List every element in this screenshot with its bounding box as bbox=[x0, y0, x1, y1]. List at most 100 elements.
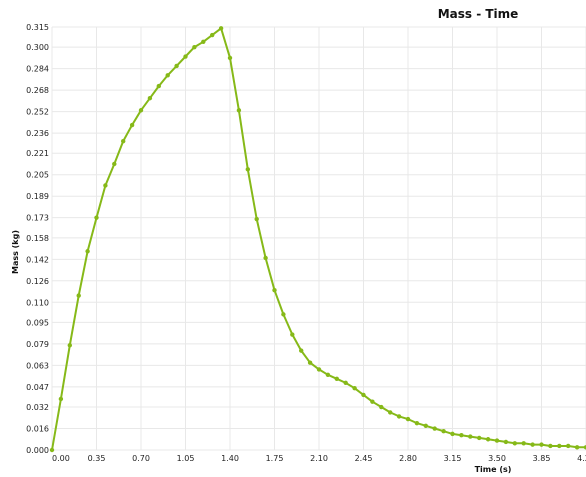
data-point bbox=[263, 255, 268, 261]
data-point bbox=[432, 426, 437, 431]
data-point bbox=[147, 95, 153, 101]
data-point bbox=[548, 443, 553, 449]
y-tick-label: 0.221 bbox=[26, 149, 49, 158]
data-point bbox=[183, 54, 188, 59]
data-point bbox=[236, 108, 242, 113]
y-tick-label: 0.079 bbox=[26, 340, 49, 349]
x-axis-title: Time (s) bbox=[475, 465, 512, 474]
x-tick-label: 3.85 bbox=[533, 454, 551, 463]
data-point bbox=[218, 26, 224, 31]
data-point bbox=[477, 435, 482, 441]
y-tick-label: 0.047 bbox=[26, 383, 49, 392]
data-point bbox=[361, 392, 366, 398]
data-point bbox=[103, 183, 108, 188]
data-point bbox=[156, 83, 161, 89]
data-point bbox=[76, 293, 81, 298]
y-tick-label: 0.016 bbox=[26, 425, 49, 434]
data-point bbox=[512, 441, 517, 446]
data-point bbox=[299, 348, 304, 353]
data-point bbox=[58, 396, 64, 402]
x-tick-label: 2.10 bbox=[310, 454, 328, 463]
data-point bbox=[441, 429, 446, 434]
series-mass bbox=[49, 26, 586, 453]
y-tick-label: 0.205 bbox=[26, 171, 49, 180]
y-tick-label: 0.252 bbox=[26, 108, 49, 117]
data-point bbox=[112, 161, 117, 167]
x-tick-label: 2.45 bbox=[355, 454, 373, 463]
data-point bbox=[316, 367, 322, 372]
y-tick-label: 0.063 bbox=[26, 361, 49, 370]
grid bbox=[51, 26, 586, 451]
y-tick-label: 0.315 bbox=[26, 23, 49, 32]
x-tick-label: 2.80 bbox=[399, 454, 417, 463]
x-tick-label: 1.05 bbox=[177, 454, 195, 463]
data-point bbox=[254, 216, 259, 222]
data-point bbox=[121, 138, 126, 144]
data-point bbox=[334, 376, 339, 382]
y-tick-label: 0.268 bbox=[26, 86, 49, 95]
y-tick-label: 0.236 bbox=[26, 129, 49, 138]
y-tick-label: 0.300 bbox=[26, 43, 49, 52]
y-tick-label: 0.000 bbox=[26, 446, 49, 455]
data-point bbox=[414, 420, 420, 426]
data-point bbox=[174, 63, 179, 69]
x-tick-label: 0.35 bbox=[88, 454, 106, 463]
x-tick-label: 1.75 bbox=[266, 454, 284, 463]
data-point bbox=[192, 44, 197, 50]
y-tick-label: 0.189 bbox=[26, 192, 49, 201]
data-point bbox=[557, 443, 562, 449]
data-point bbox=[450, 431, 455, 437]
data-point bbox=[405, 416, 411, 422]
data-point bbox=[396, 414, 402, 419]
chart-title: Mass - Time bbox=[438, 7, 519, 21]
y-tick-label: 0.173 bbox=[26, 214, 49, 223]
data-point bbox=[245, 167, 250, 172]
data-point bbox=[325, 372, 331, 377]
x-tick-label: 0.70 bbox=[132, 454, 150, 463]
data-point bbox=[379, 404, 384, 410]
data-point bbox=[210, 32, 215, 38]
data-point bbox=[503, 439, 509, 445]
data-point bbox=[94, 215, 99, 220]
data-point bbox=[49, 447, 55, 453]
data-point bbox=[539, 442, 544, 447]
data-point bbox=[370, 399, 375, 404]
y-tick-label: 0.126 bbox=[26, 277, 49, 286]
data-point bbox=[459, 433, 464, 438]
data-point bbox=[201, 39, 206, 44]
data-point bbox=[227, 55, 233, 61]
x-tick-label: 1.40 bbox=[221, 454, 239, 463]
x-tick-label: 4.20 bbox=[577, 454, 586, 463]
data-point bbox=[530, 442, 535, 447]
data-point bbox=[85, 249, 90, 254]
y-axis-ticks: 0.000 0.016 0.032 0.047 0.063 0.079 0.095 0.110… bbox=[26, 23, 49, 455]
data-point bbox=[583, 445, 586, 450]
data-point bbox=[485, 437, 491, 442]
data-point bbox=[494, 438, 500, 443]
data-point bbox=[272, 288, 277, 293]
data-point bbox=[67, 343, 73, 348]
y-tick-label: 0.284 bbox=[26, 65, 49, 74]
y-tick-label: 0.142 bbox=[26, 255, 49, 264]
data-point bbox=[388, 410, 393, 415]
y-tick-label: 0.095 bbox=[26, 318, 49, 327]
x-tick-label: 3.50 bbox=[488, 454, 506, 463]
data-point bbox=[281, 312, 286, 317]
data-point bbox=[574, 445, 580, 450]
data-point bbox=[165, 73, 170, 78]
data-point bbox=[129, 122, 135, 128]
data-point bbox=[521, 441, 526, 446]
data-point bbox=[307, 360, 313, 365]
x-tick-label: 3.15 bbox=[444, 454, 462, 463]
y-axis-title: Mass (kg) bbox=[11, 230, 20, 274]
data-point bbox=[352, 386, 357, 391]
y-tick-label: 0.110 bbox=[26, 298, 49, 307]
x-axis-ticks: 0.00 0.35 0.70 1.05 1.40 1.75 2.10 2.45 2.80 3.15… bbox=[52, 454, 586, 463]
data-point bbox=[343, 380, 348, 386]
y-tick-label: 0.032 bbox=[26, 403, 49, 412]
data-point bbox=[566, 443, 571, 449]
x-tick-label: 0.00 bbox=[52, 454, 70, 463]
data-point bbox=[290, 332, 295, 337]
y-tick-label: 0.158 bbox=[26, 234, 49, 243]
